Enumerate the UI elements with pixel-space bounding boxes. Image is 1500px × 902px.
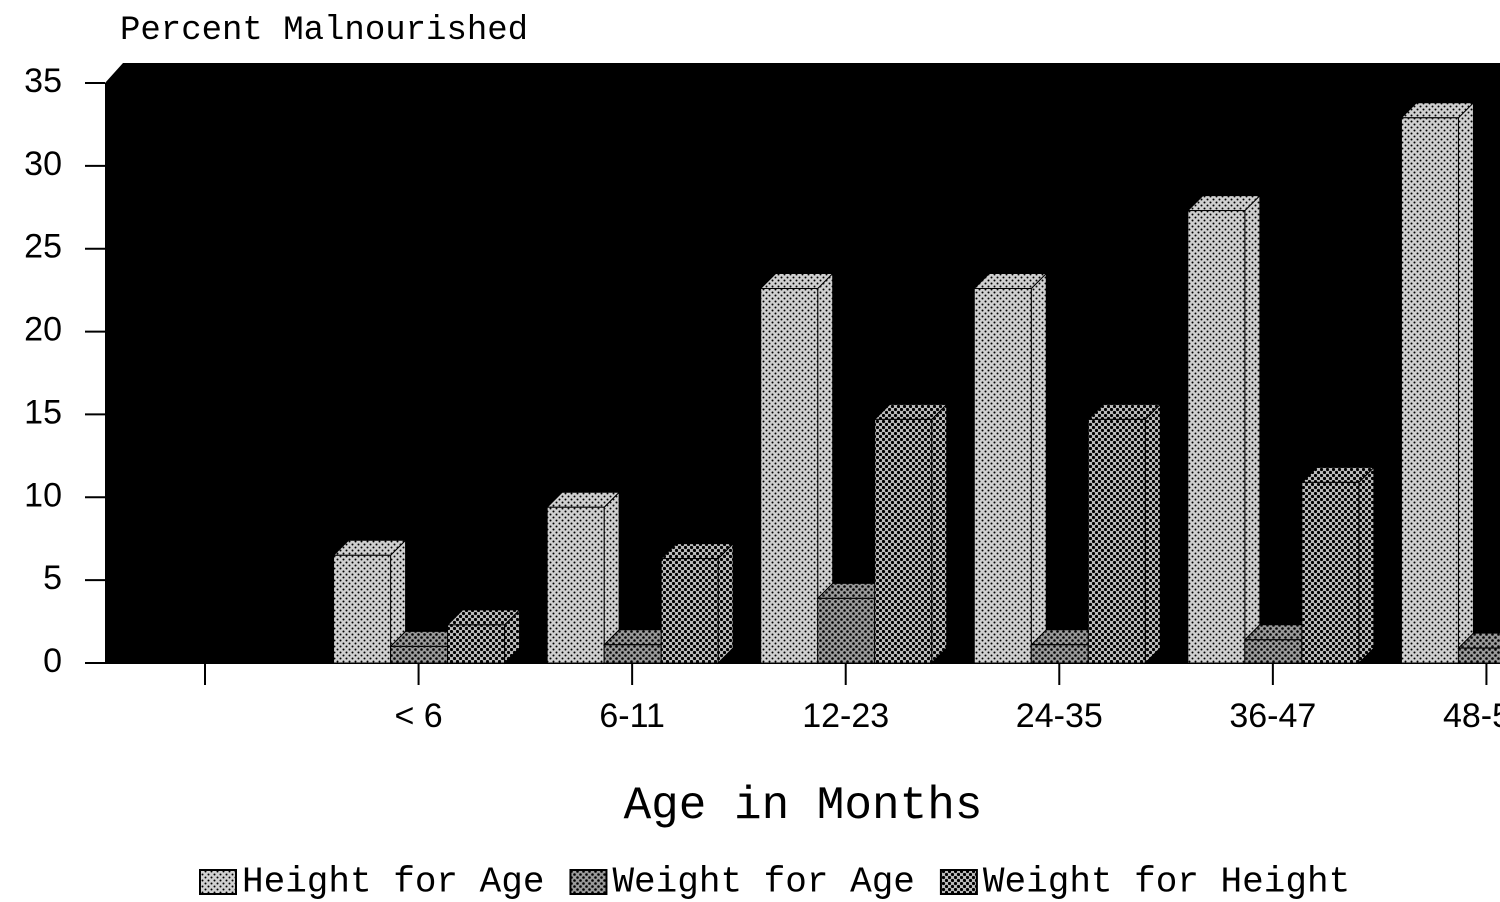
bar [1300, 466, 1376, 665]
legend-label: Height for Age [242, 862, 544, 902]
bar [759, 272, 834, 665]
chart-title: Percent Malnourished [120, 12, 528, 50]
bar [973, 272, 1048, 665]
bar [1186, 194, 1262, 665]
bar [1457, 632, 1500, 664]
y-tick-label: 20 [24, 311, 62, 349]
bar [1400, 101, 1475, 665]
bar [659, 542, 735, 665]
y-tick-label: 35 [24, 62, 62, 100]
y-tick-label: 5 [43, 559, 62, 597]
y-tick-label: 10 [24, 476, 62, 514]
y-tick-label: 15 [24, 393, 62, 431]
x-tick-label: < 6 [394, 697, 442, 735]
bar [332, 539, 407, 665]
y-tick-label: 25 [24, 228, 62, 266]
x-tick-label: 24-35 [1016, 697, 1103, 735]
bar [545, 491, 621, 665]
legend-label: Weight for Age [612, 862, 914, 902]
x-axis-label: Age in Months [624, 780, 983, 832]
y-tick-label: 30 [24, 145, 62, 183]
x-tick-label: 6-11 [599, 697, 665, 735]
y-tick-label: 0 [43, 642, 62, 680]
bar [446, 608, 521, 665]
legend-swatch [569, 869, 608, 895]
legend-swatch [199, 869, 237, 895]
legend-swatch [939, 869, 978, 895]
x-tick-label: 12-23 [802, 697, 889, 735]
x-tick-label: 36-47 [1229, 697, 1316, 735]
legend-label: Weight for Height [983, 862, 1350, 902]
bar [1087, 403, 1162, 665]
bar [873, 403, 948, 665]
x-tick-label: 48-59 [1443, 697, 1500, 735]
